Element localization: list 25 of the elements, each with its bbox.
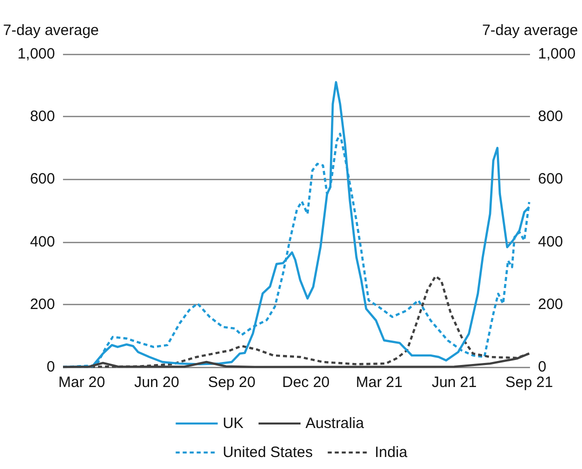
y2-tick-label: 800 [538,108,564,126]
legend-label: UK [222,415,244,432]
y-axis-title: 7-day average [3,22,99,39]
x-tick-label: Jun 21 [432,374,477,391]
y2-tick-label: 1,000 [538,46,576,62]
x-tick-label: Sep 21 [505,374,553,391]
x-tick-label: Mar 20 [58,374,106,391]
y-tick-label: 0 [46,358,55,376]
y2-tick-label: 400 [538,233,564,250]
legend-label: Australia [306,415,365,432]
x-tick-label: Sep 20 [208,374,256,391]
y2-tick-label: 0 [538,358,546,376]
x-tick-label: Jun 20 [134,374,180,391]
y-tick-label: 1,000 [17,46,55,62]
y-tick-label: 800 [30,108,55,126]
legend-label: United States [222,444,313,461]
legend-label: India [374,444,408,461]
y-tick-label: 400 [30,233,55,250]
x-tick-label: Mar 21 [356,374,403,391]
y2-axis-title: 7-day average [482,22,578,39]
y-tick-label: 600 [30,170,55,188]
x-tick-label: Dec 20 [282,374,330,391]
y2-tick-label: 600 [538,170,564,188]
y-tick-label: 200 [30,296,55,313]
y2-tick-label: 200 [538,296,564,313]
